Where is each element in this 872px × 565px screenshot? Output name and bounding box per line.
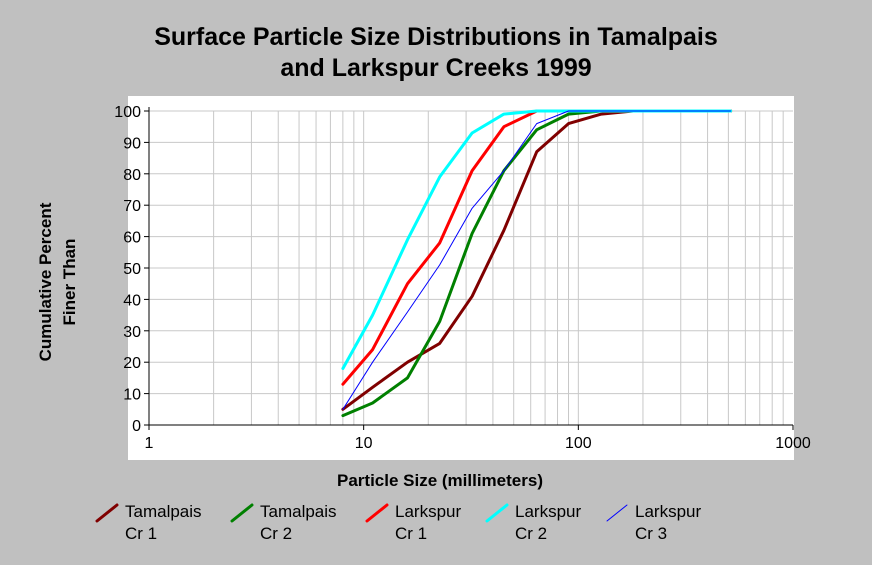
- legend-swatch-1: [95, 503, 119, 523]
- legend-label-1: Tamalpais: [125, 502, 202, 521]
- x-tick-label: 1000: [775, 435, 811, 452]
- y-tick-label: 100: [114, 104, 141, 121]
- y-tick-label: 40: [123, 292, 141, 309]
- y-tick-label: 10: [123, 387, 141, 404]
- series-line-5: [342, 110, 732, 410]
- chart-title: Surface Particle Size Distributions in T…: [0, 22, 872, 84]
- y-tick-label: 70: [123, 198, 141, 215]
- legend-label-5: Cr 3: [635, 524, 667, 543]
- y-tick-label: 0: [132, 418, 141, 435]
- legend-label-3: Cr 1: [395, 524, 427, 543]
- legend: Tamalpais Cr 1 Tamalpais Cr 2 Larkspur Cr 1 La…: [95, 502, 701, 543]
- chart-title-line-2: and Larkspur Creeks 1999: [280, 54, 592, 82]
- legend-swatch-5: [606, 504, 628, 522]
- chart-title-line-1: Surface Particle Size Distributions in T…: [154, 23, 718, 51]
- y-tick-label: 90: [123, 135, 141, 152]
- axes: [144, 107, 794, 430]
- legend-label-3: Larkspur: [395, 502, 461, 521]
- plot-area: [128, 96, 794, 460]
- x-tick-label: 10: [355, 435, 373, 452]
- x-tick-label: 100: [565, 435, 592, 452]
- legend-label-4: Larkspur: [515, 502, 581, 521]
- series-layer: [341, 109, 733, 418]
- legend-swatch-4: [485, 503, 509, 523]
- y-tick-label: 50: [123, 261, 141, 278]
- y-tick-label: 80: [123, 167, 141, 184]
- legend-swatch-2: [230, 503, 254, 523]
- y-tick-label: 20: [123, 355, 141, 372]
- legend-label-2: Cr 2: [260, 524, 292, 543]
- y-tick-label: 30: [123, 324, 141, 341]
- y-tick-label: 60: [123, 230, 141, 247]
- grid-lines: [148, 110, 793, 425]
- y-axis-label-line-2: Finer Than: [60, 239, 79, 326]
- y-axis-label-line-1: Cumulative Percent: [36, 202, 55, 361]
- legend-label-2: Tamalpais: [260, 502, 337, 521]
- x-tick-label: 1: [145, 435, 154, 452]
- legend-swatch-3: [365, 503, 389, 523]
- x-axis-label: Particle Size (millimeters): [337, 471, 543, 490]
- legend-label-1: Cr 1: [125, 524, 157, 543]
- legend-label-4: Cr 2: [515, 524, 547, 543]
- legend-label-5: Larkspur: [635, 502, 701, 521]
